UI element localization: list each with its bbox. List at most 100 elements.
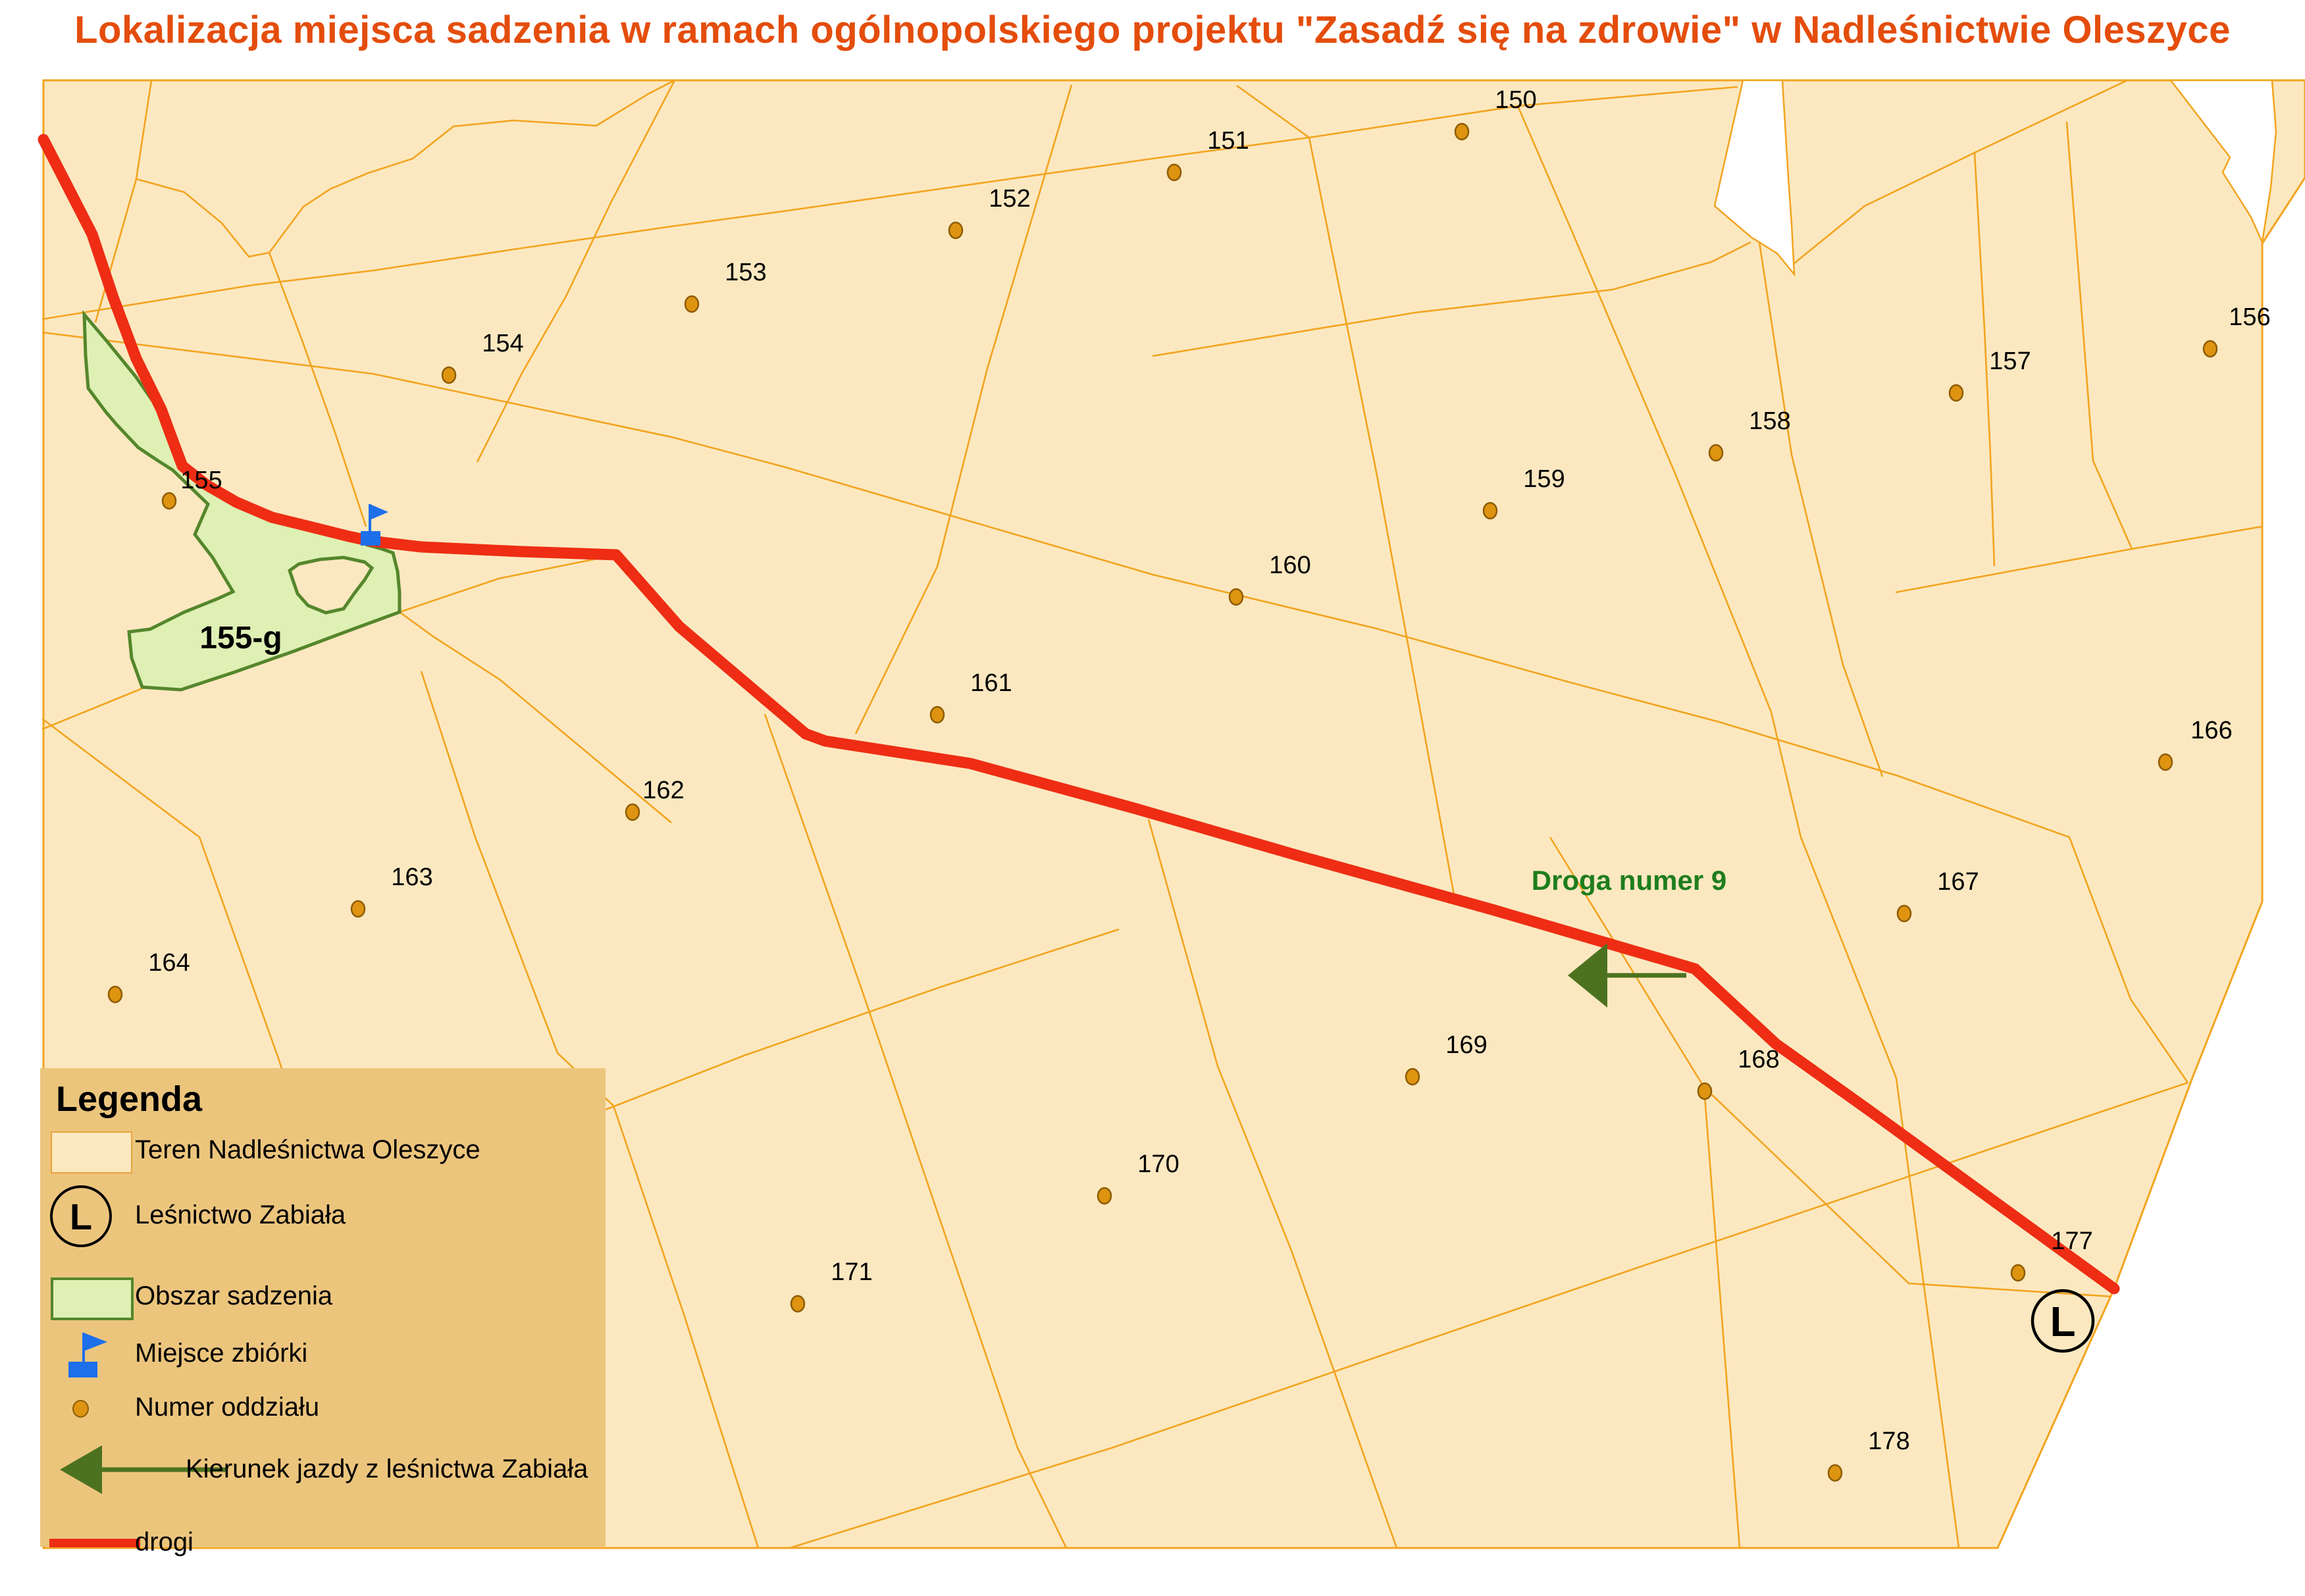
boundary-line <box>268 252 367 527</box>
direction-arrow <box>1568 943 1686 1008</box>
legend: Legenda Teren Nadleśnictwa Oleszyce L Le… <box>40 1068 606 1557</box>
boundary-line <box>41 86 1738 321</box>
compartment-dot <box>1948 384 1964 402</box>
compartment-dot <box>2158 753 2173 771</box>
enclave-notch <box>1713 79 1796 277</box>
l-circle-icon: L <box>50 1185 112 1247</box>
compartment-boundaries <box>41 79 2263 1549</box>
boundary-line <box>1236 84 1456 899</box>
compartment-dot <box>1697 1082 1713 1100</box>
legend-item-forester: Leśnictwo Zabiała <box>135 1200 346 1229</box>
road-line-icon <box>49 1539 140 1547</box>
compartment-dot <box>1827 1464 1843 1482</box>
forester-lodge-symbol: L <box>2031 1289 2095 1353</box>
compartment-dot <box>107 985 123 1004</box>
map-title: Lokalizacja miejsca sadzenia w ramach og… <box>74 9 2231 51</box>
boundary-line <box>2065 121 2133 550</box>
direction-arrow-icon <box>60 1445 227 1494</box>
boundary-line <box>854 84 1073 734</box>
compartment-dot <box>1708 444 1724 462</box>
compartment-dot <box>625 803 640 821</box>
enclave-slash <box>2169 79 2277 245</box>
compartment-label: 151 <box>1207 127 1249 155</box>
road <box>38 134 2120 1295</box>
compartment-dot <box>1097 1187 1112 1205</box>
boundary-line <box>1152 79 2128 357</box>
compartment-dot <box>1405 1068 1420 1086</box>
flag-icon <box>370 504 388 520</box>
legend-item-direction: Kierunek jazdy z leśnictwa Zabiała <box>186 1454 588 1483</box>
boundary-line <box>605 928 1120 1111</box>
legend-item-roads: drogi <box>135 1528 194 1557</box>
compartment-dot <box>929 706 945 724</box>
compartment-dot-icon <box>72 1400 89 1418</box>
compartment-dot <box>350 900 366 918</box>
compartment-label: 160 <box>1269 552 1310 579</box>
boundary-line <box>1703 1087 2112 1298</box>
compartment-dot <box>948 221 964 240</box>
legend-arrow-head <box>60 1445 102 1494</box>
planting-area-label: 155-g <box>199 621 282 656</box>
compartment-label: 158 <box>1749 407 1790 435</box>
compartment-label: 157 <box>1989 348 2031 375</box>
compartment-dot <box>1228 588 1244 606</box>
compartment-dot <box>790 1295 806 1313</box>
compartment-label: 170 <box>1137 1150 1179 1178</box>
forester-circle <box>2031 1289 2095 1353</box>
boundary-line <box>41 331 2189 1083</box>
compartment-dots <box>107 122 2218 1482</box>
boundary-line <box>476 80 676 463</box>
compartment-dot <box>441 366 457 384</box>
compartment-label: 152 <box>989 185 1030 213</box>
legend-item-area: Teren Nadleśnictwa Oleszyce <box>135 1135 480 1164</box>
compartment-label: 166 <box>2190 717 2232 744</box>
planting-swatch-icon <box>51 1277 134 1320</box>
legend-title: Legenda <box>56 1079 203 1119</box>
compartment-label: 163 <box>391 863 432 891</box>
compartment-label: 171 <box>831 1258 872 1286</box>
compartment-dot <box>2202 340 2218 358</box>
compartment-label: 150 <box>1495 86 1536 114</box>
compartment-label: 161 <box>970 669 1012 697</box>
compartment-dot <box>161 492 177 510</box>
boundary-line <box>1973 152 1996 567</box>
road-number-label: Droga numer 9 <box>1532 865 1726 896</box>
compartment-dot <box>1482 502 1498 520</box>
compartment-label: 153 <box>725 259 766 286</box>
compartment-label: 154 <box>482 330 523 357</box>
compartment-label: 168 <box>1738 1046 1779 1073</box>
compartment-dot <box>1896 904 1912 923</box>
legend-item-planting: Obszar sadzenia <box>135 1281 333 1310</box>
boundary-line <box>1147 819 1398 1549</box>
compartment-dot <box>1166 163 1182 182</box>
boundary-line <box>399 611 672 823</box>
legend-item-number: Numer oddziału <box>135 1393 320 1422</box>
forester-letter: L <box>2050 1298 2075 1345</box>
compartment-label: 164 <box>148 949 190 977</box>
compartment-label: 155 <box>180 467 222 494</box>
meeting-flag-icon <box>68 1333 107 1377</box>
area-swatch-icon <box>51 1131 132 1173</box>
compartment-label: 178 <box>1868 1428 1909 1455</box>
boundary-line <box>764 713 1068 1549</box>
boundary-line <box>789 1081 2188 1549</box>
l-circle-letter: L <box>69 1195 93 1237</box>
compartment-dot <box>2010 1264 2026 1282</box>
compartment-label: 167 <box>1937 868 1979 896</box>
compartment-label: 162 <box>642 777 684 804</box>
legend-flag-icon <box>84 1333 107 1351</box>
boundary-line <box>1895 525 2263 594</box>
boundary-line <box>1758 242 1884 777</box>
compartment-label: 156 <box>2229 303 2270 331</box>
compartment-label: 159 <box>1523 465 1565 493</box>
meeting-point-flag <box>361 504 388 546</box>
compartment-label: 169 <box>1445 1031 1487 1059</box>
flag-base <box>361 531 380 546</box>
compartment-labels: 150 151 152 153 154 155 156 157 158 159 160 161 162 1… <box>148 86 2270 1455</box>
legend-flag-base <box>68 1362 97 1377</box>
compartment-label: 177 <box>2051 1227 2092 1255</box>
compartment-dot <box>1454 122 1470 141</box>
direction-arrow-head <box>1568 943 1607 1008</box>
